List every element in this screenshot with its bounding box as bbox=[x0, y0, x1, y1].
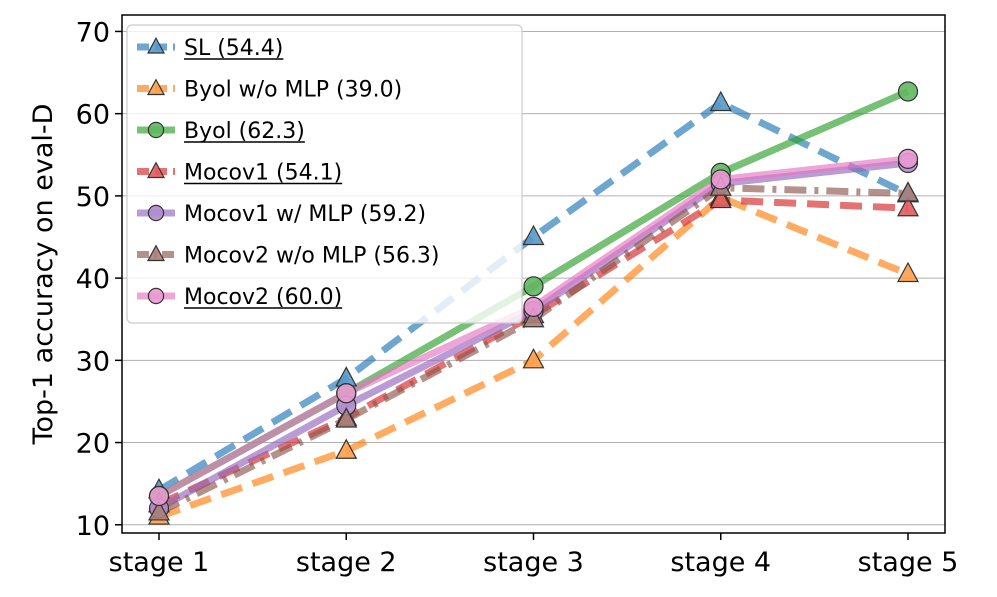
y-tick-label: 20 bbox=[76, 429, 110, 460]
data-point bbox=[522, 348, 545, 369]
y-tick-label: 30 bbox=[76, 346, 110, 377]
data-point bbox=[896, 195, 920, 217]
legend-marker bbox=[147, 204, 165, 222]
data-point bbox=[335, 438, 358, 459]
y-tick-label: 40 bbox=[76, 264, 110, 295]
data-point bbox=[896, 261, 920, 283]
legend-label: Mocov2 (60.0) bbox=[184, 285, 342, 310]
legend-marker bbox=[146, 161, 166, 179]
series-line bbox=[157, 99, 910, 494]
y-tick-label: 10 bbox=[76, 511, 110, 542]
legend-label: Mocov2 w/o MLP (56.3) bbox=[184, 244, 440, 269]
y-tick-label: 70 bbox=[76, 17, 110, 48]
data-point bbox=[709, 187, 732, 209]
x-tick-label: stage 5 bbox=[858, 547, 959, 578]
data-point bbox=[709, 90, 732, 112]
x-tick-label: stage 3 bbox=[483, 547, 584, 578]
legend-label: SL (54.4) bbox=[184, 36, 283, 61]
x-tick-label: stage 1 bbox=[109, 547, 210, 578]
legend-label: Byol (62.3) bbox=[184, 119, 305, 144]
data-point bbox=[522, 306, 545, 328]
data-point bbox=[148, 485, 170, 507]
data-point bbox=[335, 407, 358, 428]
legend-label: Byol w/o MLP (39.0) bbox=[184, 78, 402, 103]
data-point bbox=[336, 383, 357, 404]
legend: SL (54.4) Byol w/o MLP (39.0) Byol (62.3) M… bbox=[126, 24, 523, 324]
legend-marker bbox=[146, 36, 166, 54]
legend-label: Mocov1 w/ MLP (59.2) bbox=[184, 202, 426, 227]
data-point bbox=[897, 148, 919, 169]
legend-marker bbox=[147, 287, 165, 305]
x-axis-ticks: stage 1 stage 2 stage 3 stage 4 stage 5 bbox=[109, 533, 959, 578]
y-tick-label: 60 bbox=[76, 100, 110, 131]
legend-label: Mocov1 (54.1) bbox=[184, 161, 342, 186]
x-tick-label: stage 2 bbox=[296, 547, 397, 578]
data-point bbox=[147, 500, 171, 521]
legend-marker bbox=[146, 244, 166, 262]
legend-marker bbox=[146, 78, 166, 96]
data-point bbox=[897, 81, 919, 102]
series-markers bbox=[147, 81, 920, 525]
data-point bbox=[896, 181, 920, 202]
data-point bbox=[523, 276, 544, 297]
data-point bbox=[710, 169, 731, 190]
y-axis-label: Top-1 accuracy on eval-D bbox=[28, 104, 59, 446]
y-tick-label: 50 bbox=[76, 182, 110, 213]
legend-marker bbox=[147, 121, 165, 139]
y-axis-ticks: 10 20 30 40 50 60 70 bbox=[76, 17, 122, 542]
data-point bbox=[522, 224, 545, 246]
x-tick-label: stage 4 bbox=[670, 547, 771, 578]
legend-box bbox=[126, 24, 523, 324]
data-point bbox=[523, 296, 544, 317]
